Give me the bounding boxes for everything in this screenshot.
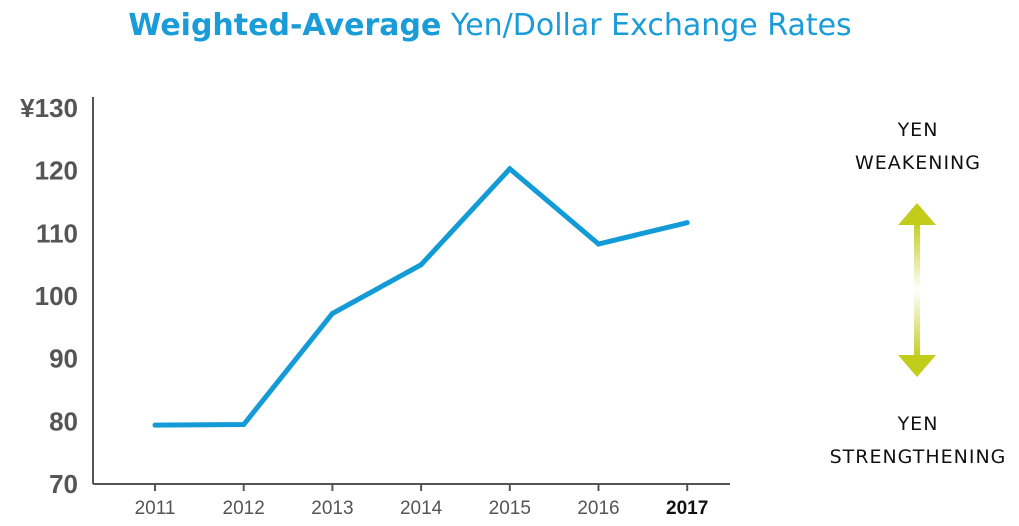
- y-tick-label: 120: [35, 156, 78, 186]
- y-tick-label: ¥130: [20, 93, 78, 123]
- yen-weakening-line1: YEN: [897, 119, 939, 141]
- data-point: [418, 262, 424, 268]
- y-tick-label: 70: [49, 469, 78, 499]
- data-point: [507, 166, 513, 172]
- x-tick-label: 2017: [666, 498, 708, 519]
- data-point: [241, 421, 247, 427]
- yen-weakening-label: YEN WEAKENING: [818, 114, 1018, 180]
- yen-strengthening-line1: YEN: [897, 413, 939, 435]
- title-bold-part: Weighted-Average: [128, 8, 442, 43]
- data-point: [596, 241, 601, 247]
- weakening-strengthening-arrow-icon: [898, 203, 936, 377]
- arrow-head-down: [898, 355, 936, 377]
- arrow-head-up: [898, 203, 936, 225]
- series-line: [154, 165, 688, 428]
- chart-series: [152, 165, 690, 428]
- x-tick-label: 2014: [400, 498, 443, 519]
- yen-strengthening-label: YEN STRENGTHENING: [808, 408, 1019, 474]
- data-point: [152, 422, 158, 428]
- y-tick-label: 100: [35, 281, 78, 311]
- chart-axes: [92, 97, 730, 485]
- title-rest-part: Yen/Dollar Exchange Rates: [441, 8, 852, 43]
- yen-weakening-line2: WEAKENING: [854, 152, 981, 174]
- x-tick-label: 2012: [223, 498, 265, 519]
- yen-strengthening-line2: STRENGTHENING: [829, 446, 1007, 468]
- x-tick-label: 2016: [577, 498, 619, 519]
- y-tick-label: 80: [49, 406, 78, 436]
- x-tick-label: 2015: [489, 498, 531, 519]
- x-axis-ticks: 2011 2012 2013 2014 2015 2016 2017: [135, 484, 708, 519]
- x-tick-label: 2011: [135, 498, 176, 519]
- y-tick-label: 110: [36, 218, 78, 248]
- y-axis-ticks: ¥130 120 110 100 90 80 70: [20, 93, 78, 499]
- x-tick-label: 2013: [311, 498, 353, 519]
- data-point: [329, 311, 335, 317]
- arrow-shaft: [914, 222, 920, 359]
- data-point: [684, 220, 690, 226]
- chart-title: Weighted-Average Yen/Dollar Exchange Rat…: [0, 8, 980, 43]
- y-tick-label: 90: [49, 344, 78, 374]
